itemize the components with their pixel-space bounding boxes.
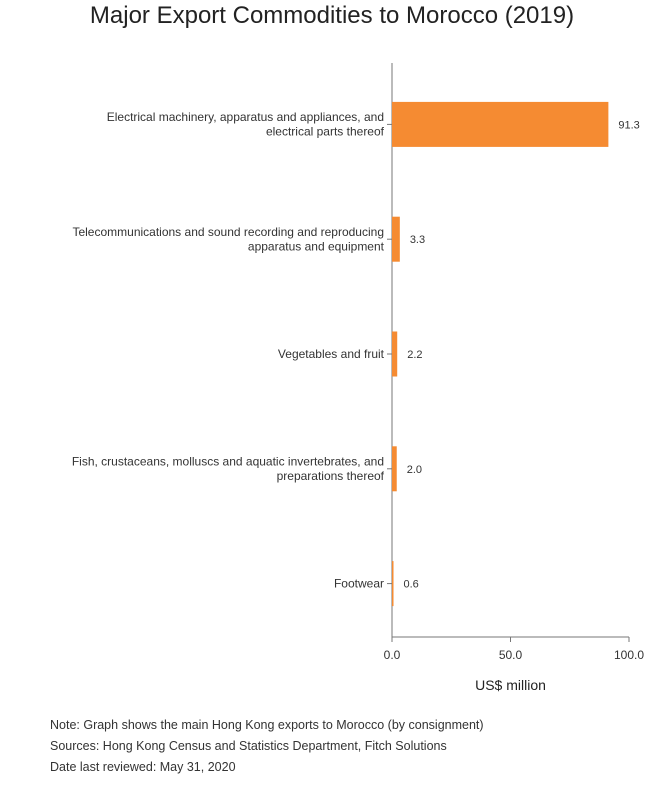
bar: [392, 101, 609, 147]
note-line: Note: Graph shows the main Hong Kong exp…: [50, 718, 484, 732]
bar: [392, 216, 400, 262]
value-label: 2.0: [407, 464, 422, 476]
category-label: Electrical machinery, apparatus and appl…: [107, 110, 384, 124]
category-label: Vegetables and fruit: [278, 347, 385, 361]
bar: [392, 446, 397, 492]
bar: [392, 331, 398, 377]
chart-notes: Note: Graph shows the main Hong Kong exp…: [50, 715, 484, 778]
x-tick-label: 0.0: [384, 648, 401, 662]
category-label: preparations thereof: [277, 469, 385, 483]
x-axis-title: US$ million: [475, 677, 546, 693]
date-reviewed-line: Date last reviewed: May 31, 2020: [50, 760, 236, 774]
value-label: 0.6: [404, 579, 419, 591]
category-label: electrical parts thereof: [266, 125, 385, 139]
value-label: 91.3: [618, 119, 639, 131]
x-tick-label: 100.0: [614, 648, 644, 662]
sources-line: Sources: Hong Kong Census and Statistics…: [50, 739, 447, 753]
bar: [392, 561, 394, 607]
bar-chart: 0.0 50.0 100.0 US$ million Electrical machin…: [72, 63, 644, 693]
category-label: apparatus and equipment: [248, 239, 385, 253]
category-label: Footwear: [334, 577, 384, 591]
value-label: 2.2: [407, 349, 422, 361]
x-tick-label: 50.0: [499, 648, 523, 662]
chart-title: Major Export Commodities to Morocco (201…: [89, 2, 575, 29]
category-label: Fish, crustaceans, molluscs and aquatic …: [72, 455, 384, 469]
value-label: 3.3: [410, 234, 425, 246]
category-label: Telecommunications and sound recording a…: [72, 225, 384, 239]
